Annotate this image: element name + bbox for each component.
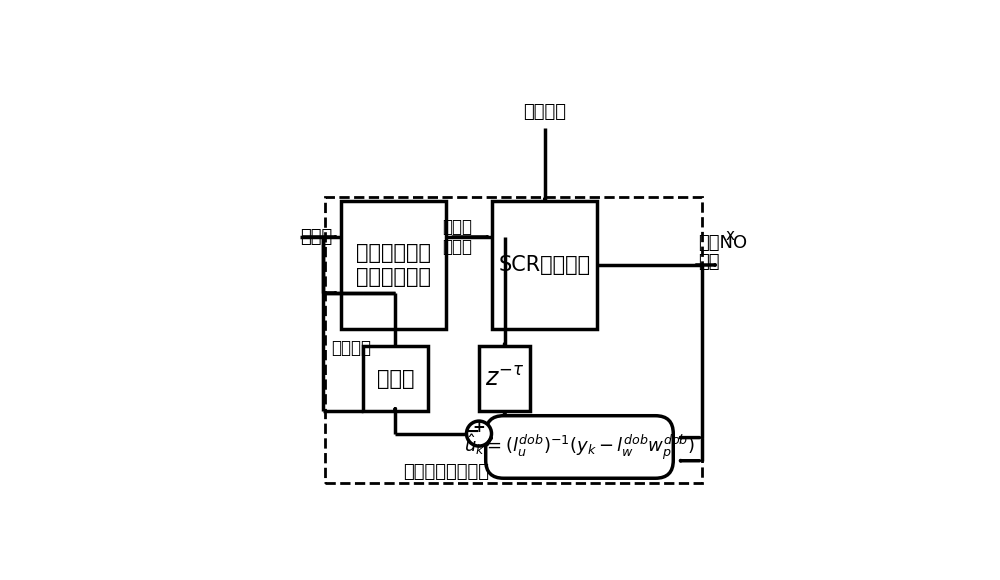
Text: 设定值: 设定值 <box>300 228 333 246</box>
Text: 数据驱动扰动
抑制预测控制: 数据驱动扰动 抑制预测控制 <box>356 244 431 287</box>
Bar <box>341 201 446 329</box>
Text: 滤波器: 滤波器 <box>377 369 414 389</box>
Text: +: + <box>473 420 485 436</box>
Bar <box>492 201 597 329</box>
Bar <box>479 346 530 411</box>
Text: SCR脲硝系统: SCR脲硝系统 <box>499 255 591 275</box>
Text: 未知扰动: 未知扰动 <box>523 103 566 121</box>
Text: 浓度: 浓度 <box>698 253 719 271</box>
Text: $\hat{u}_k=(l_u^{dob})^{-1}(y_k-l_w^{dob}w_p^{dob})$: $\hat{u}_k=(l_u^{dob})^{-1}(y_k-l_w^{dob… <box>464 432 695 462</box>
Text: $z^{-\tau}$: $z^{-\tau}$ <box>485 367 524 391</box>
Text: 子空间扰动观测器: 子空间扰动观测器 <box>403 462 489 481</box>
Circle shape <box>467 421 492 446</box>
Text: 扰动估计: 扰动估计 <box>332 339 372 357</box>
Bar <box>325 197 702 483</box>
Text: 喷氨阀
门开度: 喷氨阀 门开度 <box>442 218 472 256</box>
Text: x: x <box>726 229 735 244</box>
Text: −: − <box>465 423 480 441</box>
FancyBboxPatch shape <box>486 416 673 478</box>
Text: 出口NO: 出口NO <box>698 234 747 252</box>
Bar <box>363 346 428 411</box>
